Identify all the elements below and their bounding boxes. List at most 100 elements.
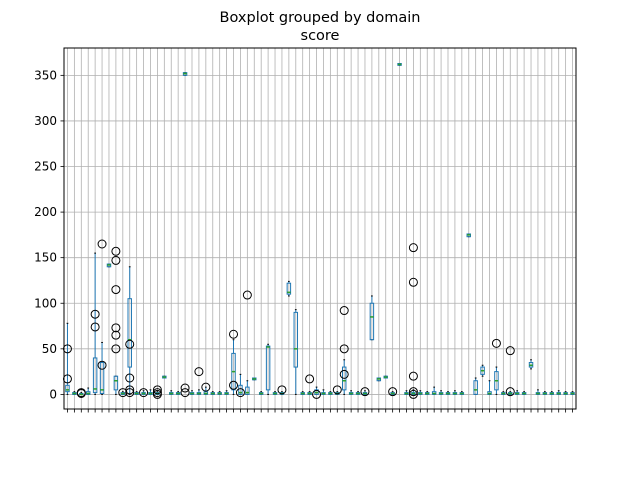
box-group bbox=[487, 380, 492, 395]
box-group bbox=[397, 62, 402, 66]
y-tick-label: 150 bbox=[34, 251, 57, 265]
flier-point bbox=[90, 309, 100, 319]
flier-point bbox=[125, 388, 135, 398]
box-group bbox=[125, 266, 135, 398]
box-group bbox=[305, 374, 315, 395]
box-group bbox=[528, 359, 534, 370]
box-group bbox=[542, 391, 548, 395]
box-body bbox=[238, 384, 243, 395]
box-group bbox=[229, 329, 239, 395]
box-group bbox=[134, 391, 139, 395]
box-group bbox=[491, 338, 501, 395]
box-group bbox=[360, 387, 370, 397]
box-group bbox=[505, 346, 515, 397]
flier-point bbox=[97, 360, 107, 370]
flier-point bbox=[339, 344, 349, 354]
box-group bbox=[210, 391, 215, 395]
flier-point bbox=[408, 243, 418, 253]
box-group bbox=[194, 367, 204, 395]
box-group bbox=[563, 391, 568, 395]
flier-point bbox=[408, 387, 418, 397]
flier-point bbox=[62, 374, 72, 384]
flier-point bbox=[235, 388, 245, 398]
box-group bbox=[376, 377, 382, 382]
flier-point bbox=[125, 373, 135, 383]
flier-point bbox=[90, 322, 100, 332]
flier-point bbox=[505, 387, 515, 397]
flier-point bbox=[111, 330, 121, 340]
axis-layer: 0 50 100 150 200 250 300 350 bbox=[34, 68, 573, 413]
box-group bbox=[148, 389, 153, 395]
box-group bbox=[418, 390, 423, 395]
box-group bbox=[438, 390, 444, 395]
box-group bbox=[459, 391, 465, 395]
flier-point bbox=[76, 388, 86, 398]
box-body bbox=[265, 345, 271, 391]
box-group bbox=[242, 290, 252, 395]
y-tick-label: 300 bbox=[34, 114, 57, 128]
flier-point bbox=[201, 382, 211, 392]
box-group bbox=[570, 391, 575, 395]
flier-point bbox=[408, 277, 418, 287]
y-tick-label: 200 bbox=[34, 205, 57, 219]
box-group bbox=[369, 295, 375, 341]
box-group bbox=[339, 306, 349, 395]
y-tick-label: 250 bbox=[34, 160, 57, 174]
flier-point bbox=[139, 388, 149, 398]
flier-point bbox=[408, 389, 418, 399]
flier-point bbox=[408, 371, 418, 381]
flier-point bbox=[111, 285, 121, 295]
box-group bbox=[556, 390, 561, 395]
box-body bbox=[99, 362, 105, 395]
box-group bbox=[252, 377, 257, 381]
flier-point bbox=[152, 389, 162, 399]
box-group bbox=[162, 375, 167, 379]
flier-point bbox=[111, 344, 121, 354]
flier-point bbox=[388, 387, 398, 397]
box-group bbox=[76, 388, 86, 399]
box-body bbox=[245, 386, 250, 395]
box-body bbox=[293, 311, 299, 368]
box-group bbox=[535, 389, 541, 395]
box-group bbox=[332, 385, 342, 395]
box-group bbox=[312, 386, 322, 399]
box-group bbox=[445, 391, 451, 395]
flier-point bbox=[152, 385, 162, 395]
box-body bbox=[113, 375, 119, 391]
box-group bbox=[189, 390, 195, 395]
box-body bbox=[127, 298, 132, 368]
box-group bbox=[355, 391, 361, 395]
box-group bbox=[224, 390, 229, 395]
box-group bbox=[348, 390, 354, 395]
box-group bbox=[97, 239, 107, 395]
box-group bbox=[265, 343, 271, 395]
box-group bbox=[404, 390, 409, 395]
box-group bbox=[408, 243, 418, 399]
plot-area-frame bbox=[63, 47, 577, 410]
box-group bbox=[85, 387, 91, 395]
y-tick-label: 0 bbox=[49, 387, 57, 401]
box-body bbox=[369, 302, 375, 341]
flier-point bbox=[111, 255, 121, 265]
box-layer bbox=[62, 62, 575, 399]
box-group bbox=[286, 280, 292, 297]
flier-point bbox=[339, 369, 349, 379]
box-body bbox=[286, 282, 292, 295]
box-group bbox=[111, 246, 121, 395]
flier-point bbox=[305, 374, 315, 384]
box-body bbox=[92, 357, 98, 394]
box-group bbox=[169, 390, 174, 395]
grid-layer bbox=[64, 48, 576, 409]
flier-point bbox=[229, 380, 239, 390]
box-body bbox=[473, 380, 478, 395]
flier-point bbox=[111, 323, 121, 333]
flier-point bbox=[180, 383, 190, 393]
box-group bbox=[277, 385, 287, 395]
box-group bbox=[452, 390, 458, 395]
box-group bbox=[272, 391, 278, 395]
box-group bbox=[425, 391, 430, 395]
flier-point bbox=[180, 388, 190, 398]
box-group bbox=[293, 309, 299, 395]
